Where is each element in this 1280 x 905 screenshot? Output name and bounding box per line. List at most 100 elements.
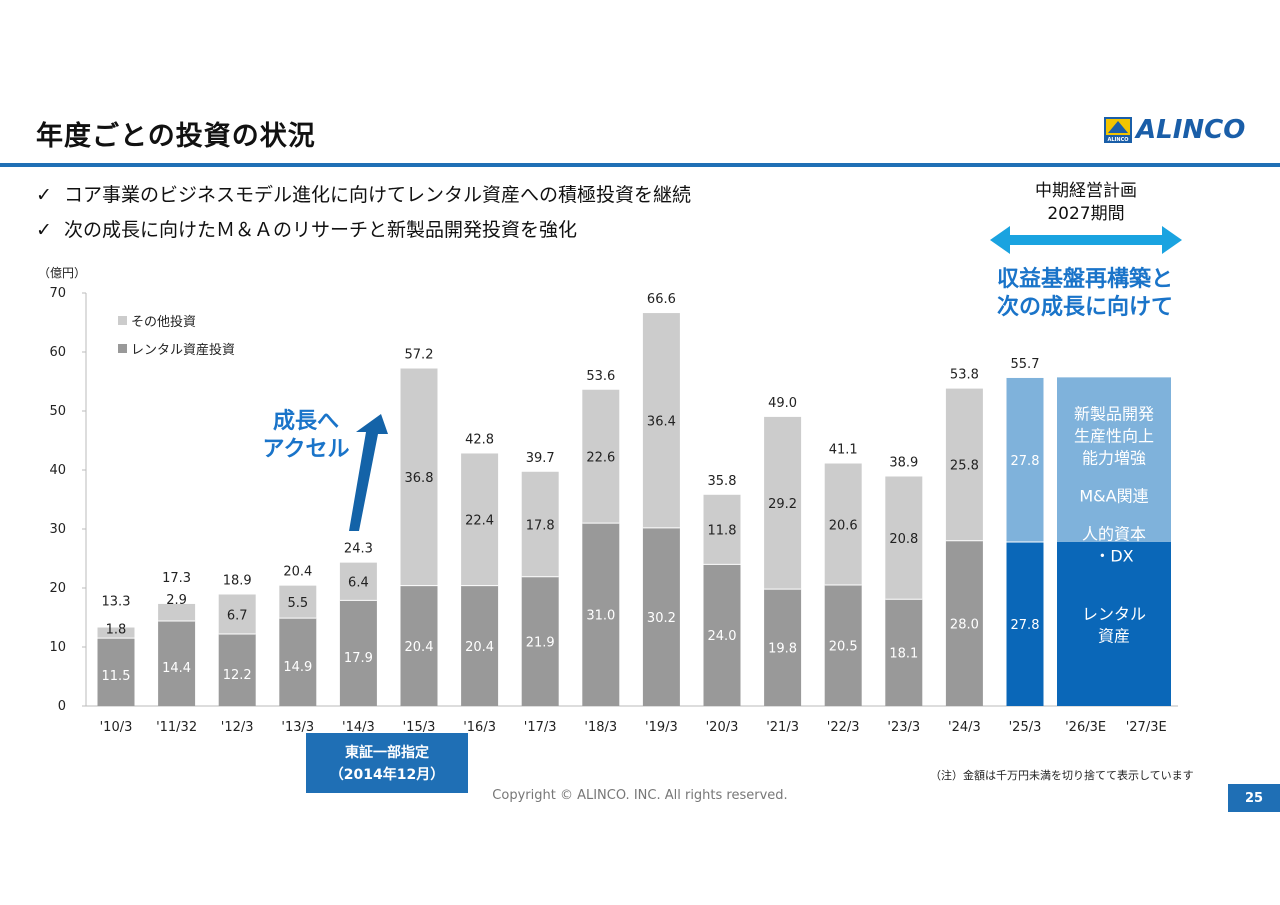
x-tick-label: '24/3	[948, 720, 981, 735]
bar-other-label: 6.4	[348, 576, 369, 591]
plan-heading-line1: 中期経営計画	[1035, 181, 1137, 201]
legend: その他投資 レンタル資産投資	[118, 314, 235, 358]
page-number: 25	[1228, 784, 1280, 812]
bar-rental-label: 30.2	[647, 611, 676, 626]
bar-other	[400, 368, 438, 586]
x-tick-label: '16/3	[463, 720, 496, 735]
plan-upper-text: ・DX	[1094, 546, 1133, 565]
bar-other	[521, 471, 559, 577]
x-tick-label: '17/3	[524, 720, 557, 735]
x-tick-label: '23/3	[887, 720, 920, 735]
unit-label: （億円）	[38, 266, 86, 280]
plan-theme-line1: 収益基盤再構築と	[996, 267, 1173, 292]
x-tick-label: '27/3E	[1126, 720, 1167, 735]
bar-other-label: 6.7	[227, 608, 248, 623]
bar-rental	[945, 540, 983, 706]
bar-rental-label: 18.1	[889, 647, 918, 662]
bar-rental-label: 21.9	[526, 635, 555, 650]
copyright: Copyright © ALINCO. INC. All rights rese…	[492, 788, 788, 803]
bar-rental	[158, 621, 196, 706]
y-tick-label: 70	[49, 286, 66, 301]
listing-line2: （2014年12月）	[330, 766, 444, 783]
plan-block-upper	[1057, 377, 1171, 542]
check-icon: ✓	[36, 219, 52, 241]
plan-upper-text: M&A関連	[1079, 486, 1148, 505]
y-tick-label: 40	[49, 463, 66, 478]
bar-other-label: 17.8	[526, 518, 555, 533]
x-tick-label: '19/3	[645, 720, 678, 735]
plan-upper-text: 人的資本	[1082, 524, 1146, 543]
y-tick-label: 50	[49, 404, 66, 419]
y-tick-label: 10	[49, 640, 66, 655]
y-tick-label: 0	[58, 699, 66, 714]
bar-rental	[97, 638, 135, 706]
logo-mark-icon: ALINCO	[1104, 117, 1132, 143]
check-icon: ✓	[36, 184, 52, 206]
bar-total-label: 24.3	[344, 542, 373, 557]
y-tick-label: 60	[49, 345, 66, 360]
bar-other-label: 36.4	[647, 414, 676, 429]
bar-rental-label: 27.8	[1011, 618, 1040, 633]
x-tick-label: '14/3	[342, 720, 375, 735]
bar-total-label: 41.1	[829, 443, 858, 458]
growth-arrow-icon	[349, 414, 388, 531]
bar-total-label: 53.6	[586, 369, 615, 384]
x-tick-label: '11/32	[156, 720, 197, 735]
bar-total-label: 39.7	[526, 451, 555, 466]
x-tick-label: '10/3	[100, 720, 133, 735]
chart-bars: 11.5 1.8 13.3 14.4 2.9 17.3 12.2 6.7 18.9 14.9 5.5…	[97, 292, 1044, 706]
bar-rental	[703, 564, 741, 706]
bar-other-label: 5.5	[287, 596, 308, 611]
footnote: （注）金額は千万円未満を切り捨てて表示しています	[930, 769, 1194, 782]
bar-other-label: 22.4	[465, 514, 494, 529]
bar-total-label: 18.9	[223, 573, 252, 588]
x-tick-label: '21/3	[766, 720, 799, 735]
legend-swatch-other	[118, 316, 127, 325]
bar-rental	[582, 523, 620, 706]
bar-other-label: 36.8	[405, 471, 434, 486]
plan-theme: 収益基盤再構築と 次の成長に向けて	[980, 266, 1190, 322]
logo-small-text: ALINCO	[1107, 137, 1128, 143]
bar-total-label: 13.3	[102, 595, 131, 610]
bar-rental	[824, 585, 862, 706]
bar-other	[1006, 377, 1044, 542]
chart-axes: 0 10 20 30 40 50 60 70 '10/3 '11/32 '12/3 '13/3 '14/…	[49, 286, 1178, 735]
bar-other	[764, 416, 802, 590]
bar-total-label: 35.8	[708, 474, 737, 489]
bar-other	[945, 388, 983, 541]
bar-rental	[642, 527, 680, 706]
plan-heading-line2: 2027期間	[1047, 204, 1125, 224]
bar-rental	[885, 599, 923, 706]
bar-other	[824, 463, 862, 586]
bar-rental-label: 24.0	[708, 629, 737, 644]
legend-label-other: その他投資	[131, 314, 196, 330]
listing-callout: 東証一部指定 （2014年12月）	[306, 733, 468, 793]
growth-label-line1: 成長へ	[273, 409, 339, 434]
legend-swatch-rental	[118, 344, 127, 353]
bar-total-label: 17.3	[162, 571, 191, 586]
page-title: 年度ごとの投資の状況	[36, 121, 316, 152]
bar-rental-label: 19.8	[768, 642, 797, 657]
bar-total-label: 20.4	[283, 565, 312, 580]
bar-other-label: 29.2	[768, 497, 797, 512]
bar-rental-label: 12.2	[223, 668, 252, 683]
bar-other-label: 2.9	[166, 593, 187, 608]
bar-total-label: 55.7	[1011, 357, 1040, 372]
bar-rental-label: 17.9	[344, 651, 373, 666]
bar-rental	[461, 585, 499, 706]
plan-period-arrow-icon	[990, 226, 1182, 254]
bar-other	[158, 603, 196, 622]
x-tick-label: '25/3	[1009, 720, 1042, 735]
bar-other	[703, 494, 741, 565]
x-tick-label: '22/3	[827, 720, 860, 735]
plan-upper-text: 生産性向上	[1074, 426, 1154, 445]
x-tick-label: '18/3	[584, 720, 617, 735]
plan-block-lower	[1057, 541, 1171, 706]
x-tick-label: '26/3E	[1065, 720, 1106, 735]
listing-line1: 東証一部指定	[345, 744, 429, 761]
x-tick-label: '20/3	[706, 720, 739, 735]
plan-upper-text: 新製品開発	[1074, 404, 1154, 423]
bar-other-label: 20.6	[829, 518, 858, 533]
